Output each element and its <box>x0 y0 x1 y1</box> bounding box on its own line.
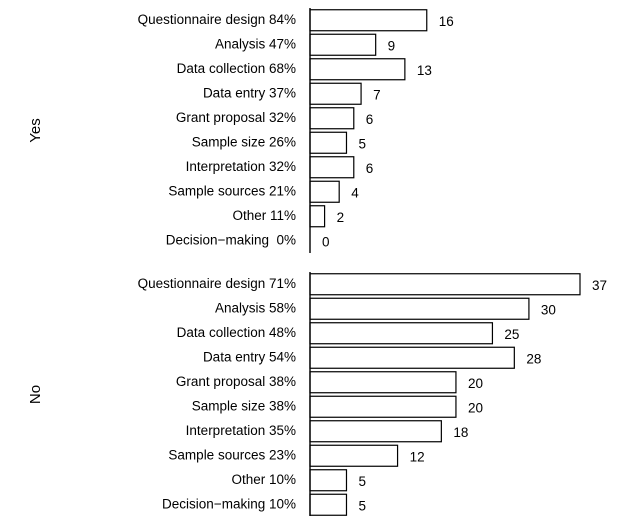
category-label: Grant proposal 38% <box>176 374 296 389</box>
bar <box>309 493 348 516</box>
bar <box>309 82 362 105</box>
value-label: 25 <box>504 327 519 342</box>
value-label: 16 <box>439 14 454 29</box>
category-label: Decision−making 10% <box>162 496 296 511</box>
bar <box>309 58 406 81</box>
value-label: 2 <box>337 210 345 225</box>
bar <box>309 469 348 492</box>
value-label: 37 <box>592 278 607 293</box>
bar <box>309 395 457 418</box>
category-label: Questionnaire design 71% <box>138 276 296 291</box>
category-label: Interpretation 32% <box>186 159 296 174</box>
category-label: Sample sources 23% <box>168 447 296 462</box>
value-label: 5 <box>358 136 366 151</box>
category-label: Data entry 37% <box>203 85 296 100</box>
value-label: 6 <box>366 112 374 127</box>
value-label: 12 <box>410 449 425 464</box>
category-label: Analysis 47% <box>215 36 296 51</box>
category-label: Other 10% <box>231 472 296 487</box>
category-label: Data collection 48% <box>177 325 296 340</box>
value-label: 20 <box>468 400 483 415</box>
value-label: 4 <box>351 185 359 200</box>
value-label: 9 <box>388 38 396 53</box>
value-label: 13 <box>417 63 432 78</box>
bar <box>309 420 442 443</box>
category-label: Decision−making 0% <box>166 232 296 247</box>
bar <box>309 33 377 56</box>
bar <box>309 205 326 228</box>
category-label: Questionnaire design 84% <box>138 12 296 27</box>
category-label: Data entry 54% <box>203 349 296 364</box>
value-label: 0 <box>322 234 330 249</box>
category-label: Grant proposal 32% <box>176 110 296 125</box>
bar <box>309 156 355 179</box>
category-label: Sample size 26% <box>192 134 296 149</box>
bar <box>309 180 340 203</box>
value-label: 20 <box>468 376 483 391</box>
bar <box>309 107 355 130</box>
bar <box>309 371 457 394</box>
value-label: 5 <box>358 498 366 513</box>
category-label: Sample size 38% <box>192 398 296 413</box>
category-label: Analysis 58% <box>215 300 296 315</box>
bar <box>309 322 494 345</box>
value-label: 7 <box>373 87 381 102</box>
value-label: 28 <box>526 351 541 366</box>
category-label: Interpretation 35% <box>186 423 296 438</box>
bar <box>309 444 399 467</box>
bar <box>309 131 348 154</box>
value-label: 5 <box>358 474 366 489</box>
bar <box>309 346 515 369</box>
bar <box>309 9 428 32</box>
category-label: Sample sources 21% <box>168 183 296 198</box>
value-label: 30 <box>541 302 556 317</box>
category-label: Other 11% <box>232 208 296 223</box>
y-axis-label: Yes <box>27 118 44 142</box>
bar <box>309 297 530 320</box>
value-label: 6 <box>366 161 374 176</box>
y-axis-label: No <box>27 385 44 404</box>
category-label: Data collection 68% <box>177 61 296 76</box>
value-label: 18 <box>453 425 468 440</box>
bar <box>309 273 581 296</box>
